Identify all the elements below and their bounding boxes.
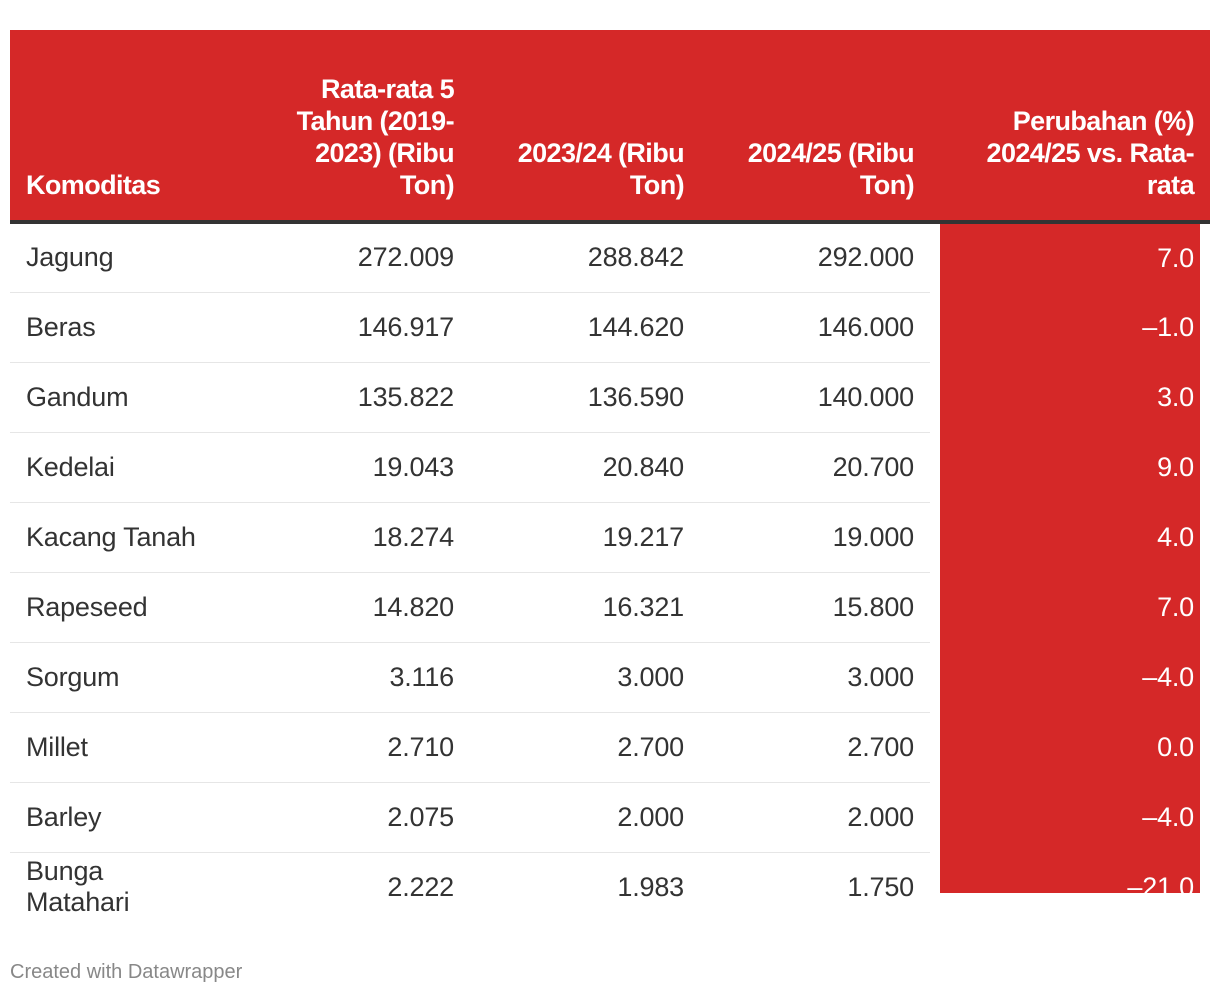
cell-5yr-average: 18.274 — [220, 502, 470, 573]
cell-5yr-average: 135.822 — [220, 362, 470, 433]
cell-5yr-average: 146.917 — [220, 292, 470, 363]
cell-2023-24: 136.590 — [470, 362, 700, 433]
change-column-highlight — [940, 196, 1200, 893]
cell-komoditas: Gandum — [10, 362, 220, 433]
header-5yr-average: Rata-rata 5 Tahun (2019-2023) (Ribu Ton) — [220, 30, 470, 224]
header-komoditas: Komoditas — [10, 30, 220, 224]
cell-change-percent: 3.0 — [1157, 381, 1194, 412]
cell-2024-25: 20.700 — [700, 432, 930, 503]
cell-2024-25: 2.000 — [700, 782, 930, 853]
table-row: Beras 146.917 144.620 146.000 –1.0 — [10, 292, 1210, 363]
table-row: Kedelai 19.043 20.840 20.700 9.0 — [10, 432, 1210, 503]
cell-2023-24: 19.217 — [470, 502, 700, 573]
cell-5yr-average: 2.710 — [220, 712, 470, 783]
cell-2023-24: 1.983 — [617, 871, 684, 902]
table-row: Kacang Tanah 18.274 19.217 19.000 4.0 — [10, 502, 1210, 573]
cell-2024-25: 3.000 — [700, 642, 930, 713]
data-table: Komoditas Rata-rata 5 Tahun (2019-2023) … — [10, 30, 1210, 922]
table-row: Jagung 272.009 288.842 292.000 7.0 — [10, 222, 1210, 293]
header-2023-24: 2023/24 (Ribu Ton) — [470, 30, 700, 224]
cell-2023-24: 144.620 — [470, 292, 700, 363]
cell-change-percent: –4.0 — [1142, 661, 1194, 692]
cell-change-percent: –1.0 — [1142, 311, 1194, 342]
cell-2024-25: 2.700 — [700, 712, 930, 783]
header-2024-25: 2024/25 (Ribu Ton) — [700, 30, 930, 224]
cell-5yr-average: 272.009 — [220, 222, 470, 293]
cell-5yr-average: 2.222 — [387, 871, 454, 902]
cell-komoditas: Bunga Matahari — [26, 856, 130, 918]
cell-komoditas: Jagung — [10, 222, 220, 293]
cell-2023-24: 16.321 — [470, 572, 700, 643]
cell-2023-24: 288.842 — [470, 222, 700, 293]
cell-2023-24: 20.840 — [470, 432, 700, 503]
data-table-container: Komoditas Rata-rata 5 Tahun (2019-2023) … — [10, 30, 1210, 922]
cell-2024-25: 140.000 — [700, 362, 930, 433]
table-row: Millet 2.710 2.700 2.700 0.0 — [10, 712, 1210, 783]
table-header: Komoditas Rata-rata 5 Tahun (2019-2023) … — [10, 30, 1210, 224]
cell-komoditas: Kedelai — [10, 432, 220, 503]
cell-2023-24: 2.700 — [470, 712, 700, 783]
header-change-percent: Perubahan (%) 2024/25 vs. Rata-rata — [930, 30, 1210, 224]
cell-komoditas: Kacang Tanah — [10, 502, 220, 573]
cell-2024-25: 19.000 — [700, 502, 930, 573]
cell-komoditas: Rapeseed — [10, 572, 220, 643]
cell-2024-25: 146.000 — [700, 292, 930, 363]
footer-credit: Created with Datawrapper — [10, 961, 243, 983]
cell-change-percent: 9.0 — [1157, 451, 1194, 482]
cell-5yr-average: 2.075 — [220, 782, 470, 853]
cell-5yr-average: 19.043 — [220, 432, 470, 503]
cell-komoditas: Millet — [10, 712, 220, 783]
cell-change-percent: –4.0 — [1142, 801, 1194, 832]
header-row: Komoditas Rata-rata 5 Tahun (2019-2023) … — [10, 30, 1210, 224]
cell-2024-25: 1.750 — [847, 871, 914, 902]
table-row: Sorgum 3.116 3.000 3.000 –4.0 — [10, 642, 1210, 713]
cell-change-percent: 0.0 — [1157, 731, 1194, 762]
cell-2023-24: 3.000 — [470, 642, 700, 713]
table-row: Gandum 135.822 136.590 140.000 3.0 — [10, 362, 1210, 433]
cell-change-percent: 7.0 — [1157, 242, 1194, 273]
cell-komoditas: Barley — [10, 782, 220, 853]
cell-change-percent: 7.0 — [1157, 591, 1194, 622]
cell-5yr-average: 14.820 — [220, 572, 470, 643]
cell-5yr-average: 3.116 — [220, 642, 470, 713]
cell-change-percent: –21.0 — [1127, 871, 1194, 902]
cell-2023-24: 2.000 — [470, 782, 700, 853]
table-row: Bunga Matahari 2.222 1.983 1.750 –21.0 — [10, 852, 1210, 922]
cell-2024-25: 292.000 — [700, 222, 930, 293]
cell-2024-25: 15.800 — [700, 572, 930, 643]
table-row: Rapeseed 14.820 16.321 15.800 7.0 — [10, 572, 1210, 643]
cell-change-percent: 4.0 — [1157, 521, 1194, 552]
cell-komoditas: Sorgum — [10, 642, 220, 713]
table-body: Jagung 272.009 288.842 292.000 7.0 Beras 146.9… — [10, 222, 1210, 922]
table-row: Barley 2.075 2.000 2.000 –4.0 — [10, 782, 1210, 853]
cell-komoditas: Beras — [10, 292, 220, 363]
